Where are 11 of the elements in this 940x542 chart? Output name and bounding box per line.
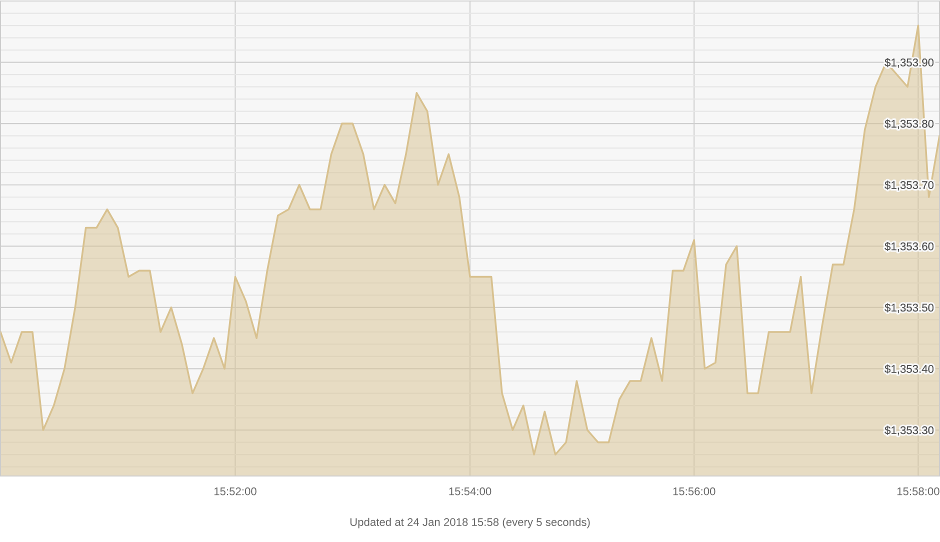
y-tick-label: $1,353.80 [884, 119, 934, 130]
y-tick-label: $1,353.50 [884, 303, 934, 313]
x-tick-label: 15:56:00 [673, 487, 716, 496]
text: Updated at 24 Jan 2018 15:58 (every 5 seconds) [350, 518, 590, 528]
y-tick-label: $1,353.40 [884, 364, 934, 374]
y-tick-label: $1,353.70 [884, 180, 934, 190]
y-tick-label: $1,353.60 [884, 242, 934, 252]
x-tick-label: 15:58:00 [897, 487, 940, 496]
x-tick-label: 15:54:00 [449, 487, 492, 496]
y-tick-label: $1,353.30 [884, 426, 934, 436]
x-tick-label: 15:52:00 [214, 487, 256, 496]
